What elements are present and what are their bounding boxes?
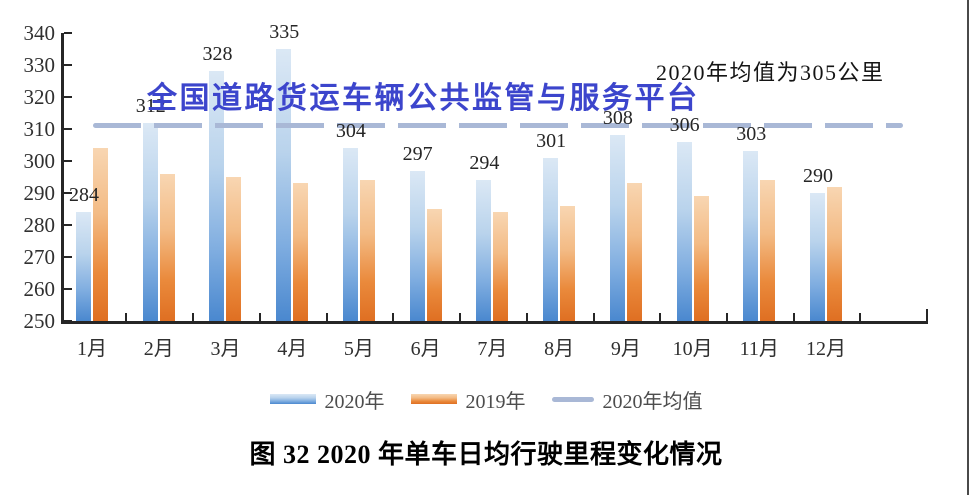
y-axis-tick: [63, 128, 72, 130]
bar-2020-5月: [342, 148, 358, 321]
figure-caption: 图 32 2020 年单车日均行驶里程变化情况: [249, 440, 723, 469]
data-label-2020-1月: 284: [69, 184, 99, 207]
data-label-2020-3月: 328: [202, 43, 233, 66]
x-axis-tick: [258, 313, 261, 321]
x-axis-tick: [592, 313, 595, 321]
y-axis-label: 330: [23, 53, 56, 77]
legend-item-2020: 2020年: [269, 385, 385, 414]
bar-2020-3月: [209, 71, 225, 321]
bar-2020-1月: [76, 212, 91, 321]
average-annotation: 2020年均值为305公里: [656, 60, 885, 85]
legend-item-average: 2020年均值: [551, 385, 703, 414]
legend-swatch-2019-bar-icon: [410, 394, 457, 404]
data-label-2020-6月: 297: [402, 142, 433, 165]
legend-label-2019: 2019年: [465, 390, 526, 413]
x-axis-month-label: 2月: [143, 338, 174, 360]
x-axis-month-label: 11月: [739, 338, 779, 360]
bar-2019-7月: [493, 212, 509, 321]
data-label-2020-7月: 294: [469, 152, 500, 175]
chart-plot-area: 250 260 270 280 290 300 310 320 330 340 1月 2月 3月 4月 5月…: [23, 21, 929, 360]
y-axis-label: 320: [23, 85, 56, 109]
legend-item-2019: 2019年: [410, 385, 526, 414]
bar-2019-12月: [827, 186, 843, 321]
x-axis-tick: [792, 313, 795, 321]
y-axis-tick: [63, 224, 72, 226]
x-axis-tick: [125, 313, 128, 321]
bar-2019-6月: [426, 209, 442, 321]
bar-2020-8月: [543, 157, 559, 321]
x-axis-month-label: 10月: [672, 338, 713, 360]
y-axis-label: 310: [23, 117, 56, 141]
bar-2019-11月: [760, 180, 776, 321]
y-axis-tick: [63, 64, 72, 66]
y-axis-tick: [63, 192, 72, 194]
x-axis-tick: [392, 313, 395, 321]
y-axis-label: 300: [23, 149, 56, 173]
bar-2020-11月: [743, 151, 759, 321]
x-axis-tick: [192, 313, 195, 321]
bar-2019-2月: [159, 173, 175, 321]
bar-2019-3月: [226, 177, 242, 321]
x-axis-tick: [525, 313, 528, 321]
x-axis-month-label: 3月: [210, 338, 241, 360]
x-axis-month-label: 8月: [544, 338, 575, 360]
y-axis-label: 270: [23, 245, 56, 269]
y-axis-tick: [63, 32, 72, 34]
y-axis-tick: [63, 288, 72, 290]
bar-2020-4月: [276, 49, 292, 321]
x-axis-month-label: 9月: [610, 338, 641, 360]
data-label-2020-5月: 304: [335, 120, 366, 143]
bar-2019-4月: [293, 183, 309, 321]
x-axis-tick: [659, 313, 662, 321]
bar-2019-9月: [626, 183, 642, 321]
y-axis-label: 260: [23, 277, 56, 301]
y-axis-line: [61, 33, 64, 324]
data-label-2020-11月: 303: [736, 123, 767, 146]
x-axis-month-label: 4月: [277, 338, 308, 360]
x-axis-tick: [325, 313, 328, 321]
y-axis-tick: [63, 256, 72, 258]
x-axis-line: [61, 321, 928, 324]
bar-2020-6月: [409, 170, 425, 321]
data-label-2020-8月: 301: [536, 129, 567, 152]
y-axis-label: 340: [23, 21, 56, 45]
legend-swatch-2020-bar-icon: [269, 394, 316, 404]
bar-2020-2月: [142, 122, 158, 321]
data-label-2020-2月: 312: [135, 94, 166, 117]
x-axis-tick: [725, 313, 728, 321]
y-axis-label: 280: [23, 213, 56, 237]
x-axis-month-label: 12月: [806, 338, 847, 360]
x-axis-month-label: 6月: [410, 338, 441, 360]
legend-label-average: 2020年均值: [602, 390, 703, 413]
bar-2020-7月: [476, 180, 492, 321]
bar-2020-10月: [676, 141, 692, 321]
legend-swatch-average-line-icon: [551, 396, 594, 402]
bar-2020-9月: [609, 135, 625, 321]
x-axis-month-label: 1月: [77, 338, 107, 360]
page-edge-line: [967, 0, 969, 495]
x-axis-tick: [459, 313, 462, 321]
data-label-2020-9月: 308: [602, 107, 633, 130]
average-dashed-line: [93, 123, 903, 129]
data-label-2020-4月: 335: [269, 21, 300, 43]
bar-2019-10月: [693, 196, 709, 321]
y-axis-label: 290: [23, 181, 56, 205]
x-axis-tick: [859, 313, 862, 321]
y-axis-tick: [63, 96, 72, 98]
watermark-text: 全国道路货运车辆公共监管与服务平台: [147, 82, 700, 115]
chart-legend: 2020年 2019年 2020年均值: [0, 385, 972, 414]
bar-2019-8月: [560, 205, 576, 321]
bar-2020-12月: [810, 193, 826, 321]
x-axis-month-label: 5月: [343, 338, 374, 360]
y-axis-label: 250: [23, 309, 56, 333]
legend-label-2020: 2020年: [324, 390, 385, 413]
x-axis-tick: [926, 309, 929, 321]
x-axis-month-label: 7月: [477, 338, 508, 360]
bar-2019-5月: [359, 180, 375, 321]
data-label-2020-12月: 290: [803, 165, 834, 187]
bar-2019-1月: [93, 148, 108, 321]
data-label-2020-10月: 306: [669, 113, 700, 136]
y-axis-tick: [63, 160, 72, 162]
